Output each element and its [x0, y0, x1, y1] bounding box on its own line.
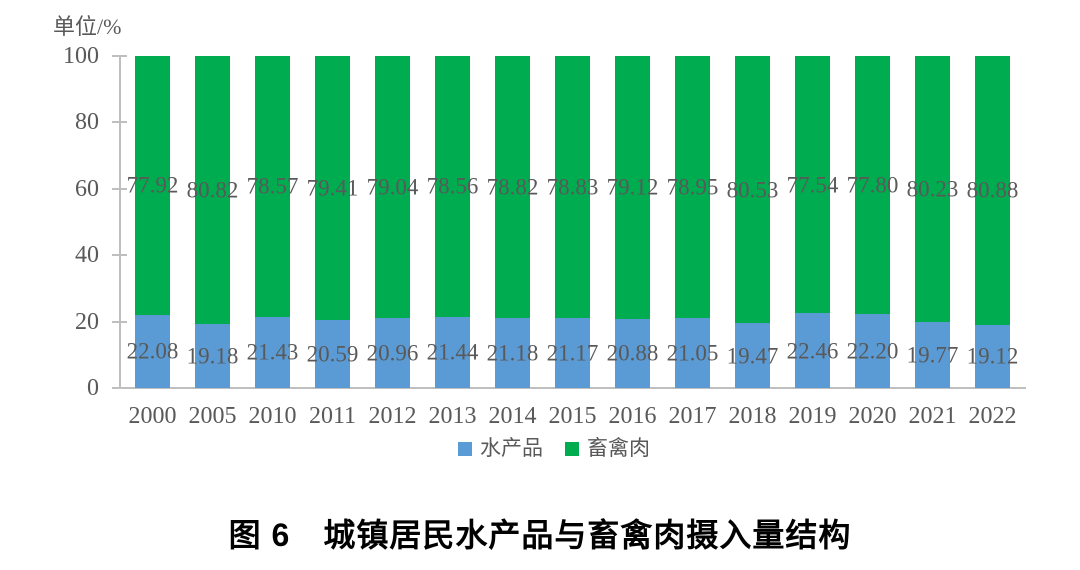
bar-segment-aquatic-2005 — [195, 324, 230, 388]
legend-item-meat: 畜禽肉 — [565, 438, 650, 459]
bar-segment-aquatic-2019 — [795, 313, 830, 388]
data-label-aquatic-2022: 19.12 — [966, 343, 1019, 369]
y-axis-tick-label-20: 20 — [75, 308, 99, 335]
x-axis-label-2021: 2021 — [908, 403, 957, 429]
bar-segment-meat-2016 — [615, 56, 650, 319]
x-axis-label-2018: 2018 — [728, 403, 777, 429]
legend-item-aquatic: 水产品 — [458, 438, 543, 459]
x-axis-label-2022: 2022 — [968, 403, 1017, 429]
x-axis-label-2010: 2010 — [248, 403, 297, 429]
y-axis-tick — [112, 187, 127, 190]
x-axis-label-2013: 2013 — [428, 403, 477, 429]
bar-segment-meat-2018 — [735, 56, 770, 324]
bar-segment-aquatic-2016 — [615, 318, 650, 388]
data-label-aquatic-2018: 19.47 — [726, 343, 779, 369]
x-axis-label-2015: 2015 — [548, 403, 597, 429]
bar-segment-aquatic-2020 — [855, 314, 890, 388]
data-label-aquatic-2013: 21.44 — [426, 339, 479, 365]
data-label-meat-2011: 79.41 — [306, 175, 359, 201]
figure-caption: 图 6 城镇居民水产品与畜禽肉摄入量结构 — [228, 517, 852, 553]
y-axis-tick — [112, 254, 127, 257]
legend-label-aquatic: 水产品 — [480, 436, 543, 460]
data-label-aquatic-2005: 19.18 — [186, 343, 239, 369]
x-axis-label-2011: 2011 — [308, 403, 357, 429]
data-label-meat-2000: 77.92 — [126, 172, 179, 198]
data-label-meat-2020: 77.80 — [846, 172, 899, 198]
bar-segment-aquatic-2021 — [915, 322, 950, 388]
data-label-aquatic-2010: 21.43 — [246, 339, 299, 365]
bar-segment-meat-2005 — [195, 56, 230, 325]
data-label-aquatic-2021: 19.77 — [906, 342, 959, 368]
y-axis-line — [119, 55, 121, 389]
data-label-aquatic-2000: 22.08 — [126, 338, 179, 364]
data-label-aquatic-2011: 20.59 — [306, 341, 359, 367]
y-axis-tick — [112, 121, 127, 124]
x-axis-label-2016: 2016 — [608, 403, 657, 429]
data-label-aquatic-2020: 22.20 — [846, 338, 899, 364]
chart-legend: 水产品 畜禽肉 — [14, 438, 1080, 459]
bar-segment-aquatic-2022 — [975, 324, 1010, 388]
bar-segment-aquatic-2013 — [435, 316, 470, 388]
x-axis-label-2020: 2020 — [848, 403, 897, 429]
data-label-meat-2014: 78.82 — [486, 174, 539, 200]
data-label-meat-2013: 78.56 — [426, 173, 479, 199]
data-label-meat-2022: 80.88 — [966, 177, 1019, 203]
bar-segment-meat-2019 — [795, 56, 830, 314]
x-axis-label-2012: 2012 — [368, 403, 417, 429]
data-label-aquatic-2016: 20.88 — [606, 340, 659, 366]
y-axis-tick-label-100: 100 — [63, 43, 99, 69]
bar-segment-meat-2010 — [255, 56, 290, 317]
bar-segment-aquatic-2000 — [135, 314, 170, 388]
bar-segment-aquatic-2010 — [255, 316, 290, 388]
bar-segment-aquatic-2014 — [495, 317, 530, 388]
data-label-aquatic-2012: 20.96 — [366, 340, 419, 366]
data-label-meat-2012: 79.04 — [366, 174, 419, 200]
data-label-meat-2015: 78.83 — [546, 174, 599, 200]
y-axis-tick — [112, 320, 127, 323]
data-label-meat-2017: 78.95 — [666, 174, 719, 200]
data-label-aquatic-2019: 22.46 — [786, 338, 839, 364]
bar-segment-aquatic-2017 — [675, 318, 710, 388]
x-axis-label-2014: 2014 — [488, 403, 537, 429]
bar-segment-aquatic-2015 — [555, 317, 590, 388]
legend-label-meat: 畜禽肉 — [587, 436, 650, 460]
bar-segment-aquatic-2011 — [315, 319, 350, 388]
x-axis-label-2000: 2000 — [128, 403, 177, 429]
bar-segment-meat-2021 — [915, 56, 950, 323]
x-axis-line — [119, 387, 1026, 389]
x-axis-label-2017: 2017 — [668, 403, 717, 429]
x-axis-label-2019: 2019 — [788, 403, 837, 429]
y-axis-tick-label-40: 40 — [75, 242, 99, 269]
bar-segment-meat-2017 — [675, 56, 710, 319]
legend-swatch-meat — [565, 441, 579, 456]
data-label-aquatic-2014: 21.18 — [486, 340, 539, 366]
bar-segment-meat-2011 — [315, 56, 350, 320]
data-label-meat-2018: 80.53 — [726, 177, 779, 203]
data-label-aquatic-2015: 21.17 — [546, 340, 599, 366]
data-label-aquatic-2017: 21.05 — [666, 340, 719, 366]
legend-swatch-aquatic — [458, 441, 472, 456]
data-label-meat-2019: 77.54 — [786, 172, 839, 198]
bar-segment-aquatic-2012 — [375, 318, 410, 388]
bar-segment-meat-2012 — [375, 56, 410, 319]
data-label-meat-2016: 79.12 — [606, 174, 659, 200]
bar-segment-meat-2013 — [435, 56, 470, 317]
bar-segment-meat-2014 — [495, 56, 530, 318]
bar-segment-aquatic-2018 — [735, 323, 770, 388]
y-axis-tick-label-80: 80 — [75, 109, 99, 136]
x-axis-label-2005: 2005 — [188, 403, 237, 429]
bar-segment-meat-2022 — [975, 56, 1010, 325]
data-label-meat-2021: 80.23 — [906, 176, 959, 202]
y-axis-unit-label: 单位/% — [53, 14, 122, 39]
bar-segment-meat-2020 — [855, 56, 890, 315]
y-axis-tick-label-60: 60 — [75, 175, 99, 202]
y-axis-tick-label-0: 0 — [87, 375, 99, 401]
data-label-meat-2010: 78.57 — [246, 173, 299, 199]
bar-segment-meat-2015 — [555, 56, 590, 318]
y-axis-tick — [112, 55, 127, 57]
bar-segment-meat-2000 — [135, 56, 170, 315]
data-label-meat-2005: 80.82 — [186, 177, 239, 203]
